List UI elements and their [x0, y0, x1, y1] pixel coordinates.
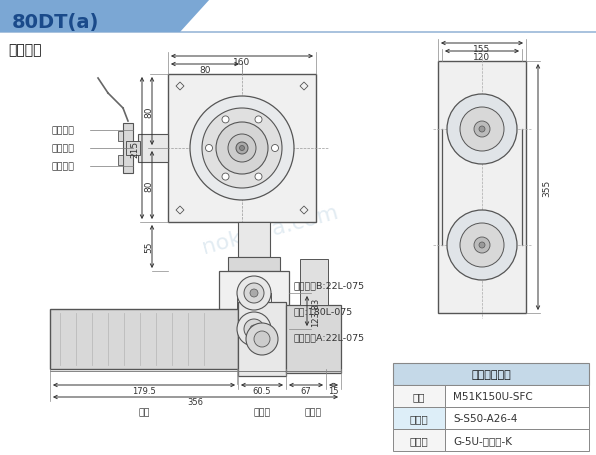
Circle shape: [244, 319, 264, 339]
Text: nokawa.com: nokawa.com: [200, 202, 340, 257]
Circle shape: [222, 116, 229, 124]
Text: 67: 67: [300, 386, 311, 394]
Text: 感應支架: 感應支架: [52, 162, 75, 171]
Text: 80: 80: [144, 180, 153, 192]
Bar: [238, 222, 270, 258]
Circle shape: [222, 174, 229, 181]
Text: 120: 120: [473, 52, 491, 61]
Circle shape: [250, 289, 258, 298]
Text: 80: 80: [144, 106, 153, 117]
Text: 感應凸輪: 感應凸輪: [52, 144, 75, 153]
Bar: [286, 305, 341, 373]
Text: 馬達: 馬達: [413, 391, 426, 401]
Circle shape: [237, 276, 271, 310]
Bar: [393, 429, 445, 451]
Bar: [393, 385, 445, 407]
Text: 123.83: 123.83: [311, 297, 320, 326]
Circle shape: [202, 109, 282, 188]
Circle shape: [190, 97, 294, 201]
Circle shape: [272, 145, 278, 152]
Circle shape: [240, 146, 244, 151]
Circle shape: [237, 312, 271, 346]
Circle shape: [479, 127, 485, 133]
Circle shape: [447, 211, 517, 280]
Text: 80DT(a): 80DT(a): [12, 12, 100, 31]
Bar: [445, 385, 589, 407]
Text: 皮帶輪式: 皮帶輪式: [8, 43, 42, 57]
Bar: [300, 259, 327, 305]
Text: 356: 356: [188, 398, 203, 407]
Bar: [138, 135, 168, 162]
Text: 160: 160: [234, 57, 251, 66]
Text: 離合器: 離合器: [409, 413, 429, 423]
Bar: [50, 309, 238, 369]
Bar: [445, 407, 589, 429]
Bar: [219, 271, 289, 351]
Text: 355: 355: [542, 179, 551, 196]
Bar: [123, 124, 133, 174]
Text: 減速機: 減速機: [409, 435, 429, 445]
Circle shape: [246, 324, 278, 355]
Bar: [445, 429, 589, 451]
Text: M51K150U-SFC: M51K150U-SFC: [453, 391, 533, 401]
Bar: [393, 407, 445, 429]
Bar: [438, 62, 526, 313]
Bar: [228, 258, 280, 271]
Text: 感應開關: 感應開關: [52, 126, 75, 135]
Text: S-S50-A26-4: S-S50-A26-4: [453, 413, 517, 423]
Circle shape: [460, 108, 504, 152]
Circle shape: [250, 325, 258, 333]
Text: 15: 15: [328, 386, 339, 394]
Bar: [238, 302, 286, 376]
Circle shape: [479, 243, 485, 248]
Text: 離合器: 離合器: [253, 407, 271, 416]
Circle shape: [447, 95, 517, 165]
Circle shape: [254, 331, 270, 347]
Circle shape: [236, 143, 248, 155]
Circle shape: [474, 238, 490, 253]
Bar: [393, 363, 589, 385]
Circle shape: [255, 174, 262, 181]
Text: 80: 80: [199, 66, 211, 74]
Bar: [126, 142, 140, 156]
Text: 馬達: 馬達: [138, 407, 150, 416]
Text: 電機配套部件: 電機配套部件: [471, 369, 511, 379]
Text: 179.5: 179.5: [132, 386, 156, 394]
Text: 同步帶輪A:22L-075: 同步帶輪A:22L-075: [294, 333, 365, 342]
Text: 同步帶輪B:22L-075: 同步帶輪B:22L-075: [294, 281, 365, 290]
Circle shape: [216, 123, 268, 175]
Text: 55: 55: [144, 241, 153, 253]
Bar: [118, 131, 123, 142]
Circle shape: [244, 283, 264, 303]
Text: 155: 155: [473, 45, 491, 53]
Circle shape: [460, 223, 504, 268]
Circle shape: [255, 116, 262, 124]
Circle shape: [228, 135, 256, 162]
Bar: [168, 75, 316, 222]
Text: 減速機: 減速機: [305, 407, 322, 416]
Circle shape: [474, 122, 490, 138]
Text: 60.5: 60.5: [253, 386, 271, 394]
Text: 215: 215: [130, 140, 139, 157]
Bar: [118, 156, 123, 166]
Circle shape: [206, 145, 213, 152]
Text: G-5U-減速比-K: G-5U-減速比-K: [453, 435, 512, 445]
Polygon shape: [0, 0, 210, 33]
Text: 皮帶:180L-075: 皮帶:180L-075: [294, 307, 353, 316]
